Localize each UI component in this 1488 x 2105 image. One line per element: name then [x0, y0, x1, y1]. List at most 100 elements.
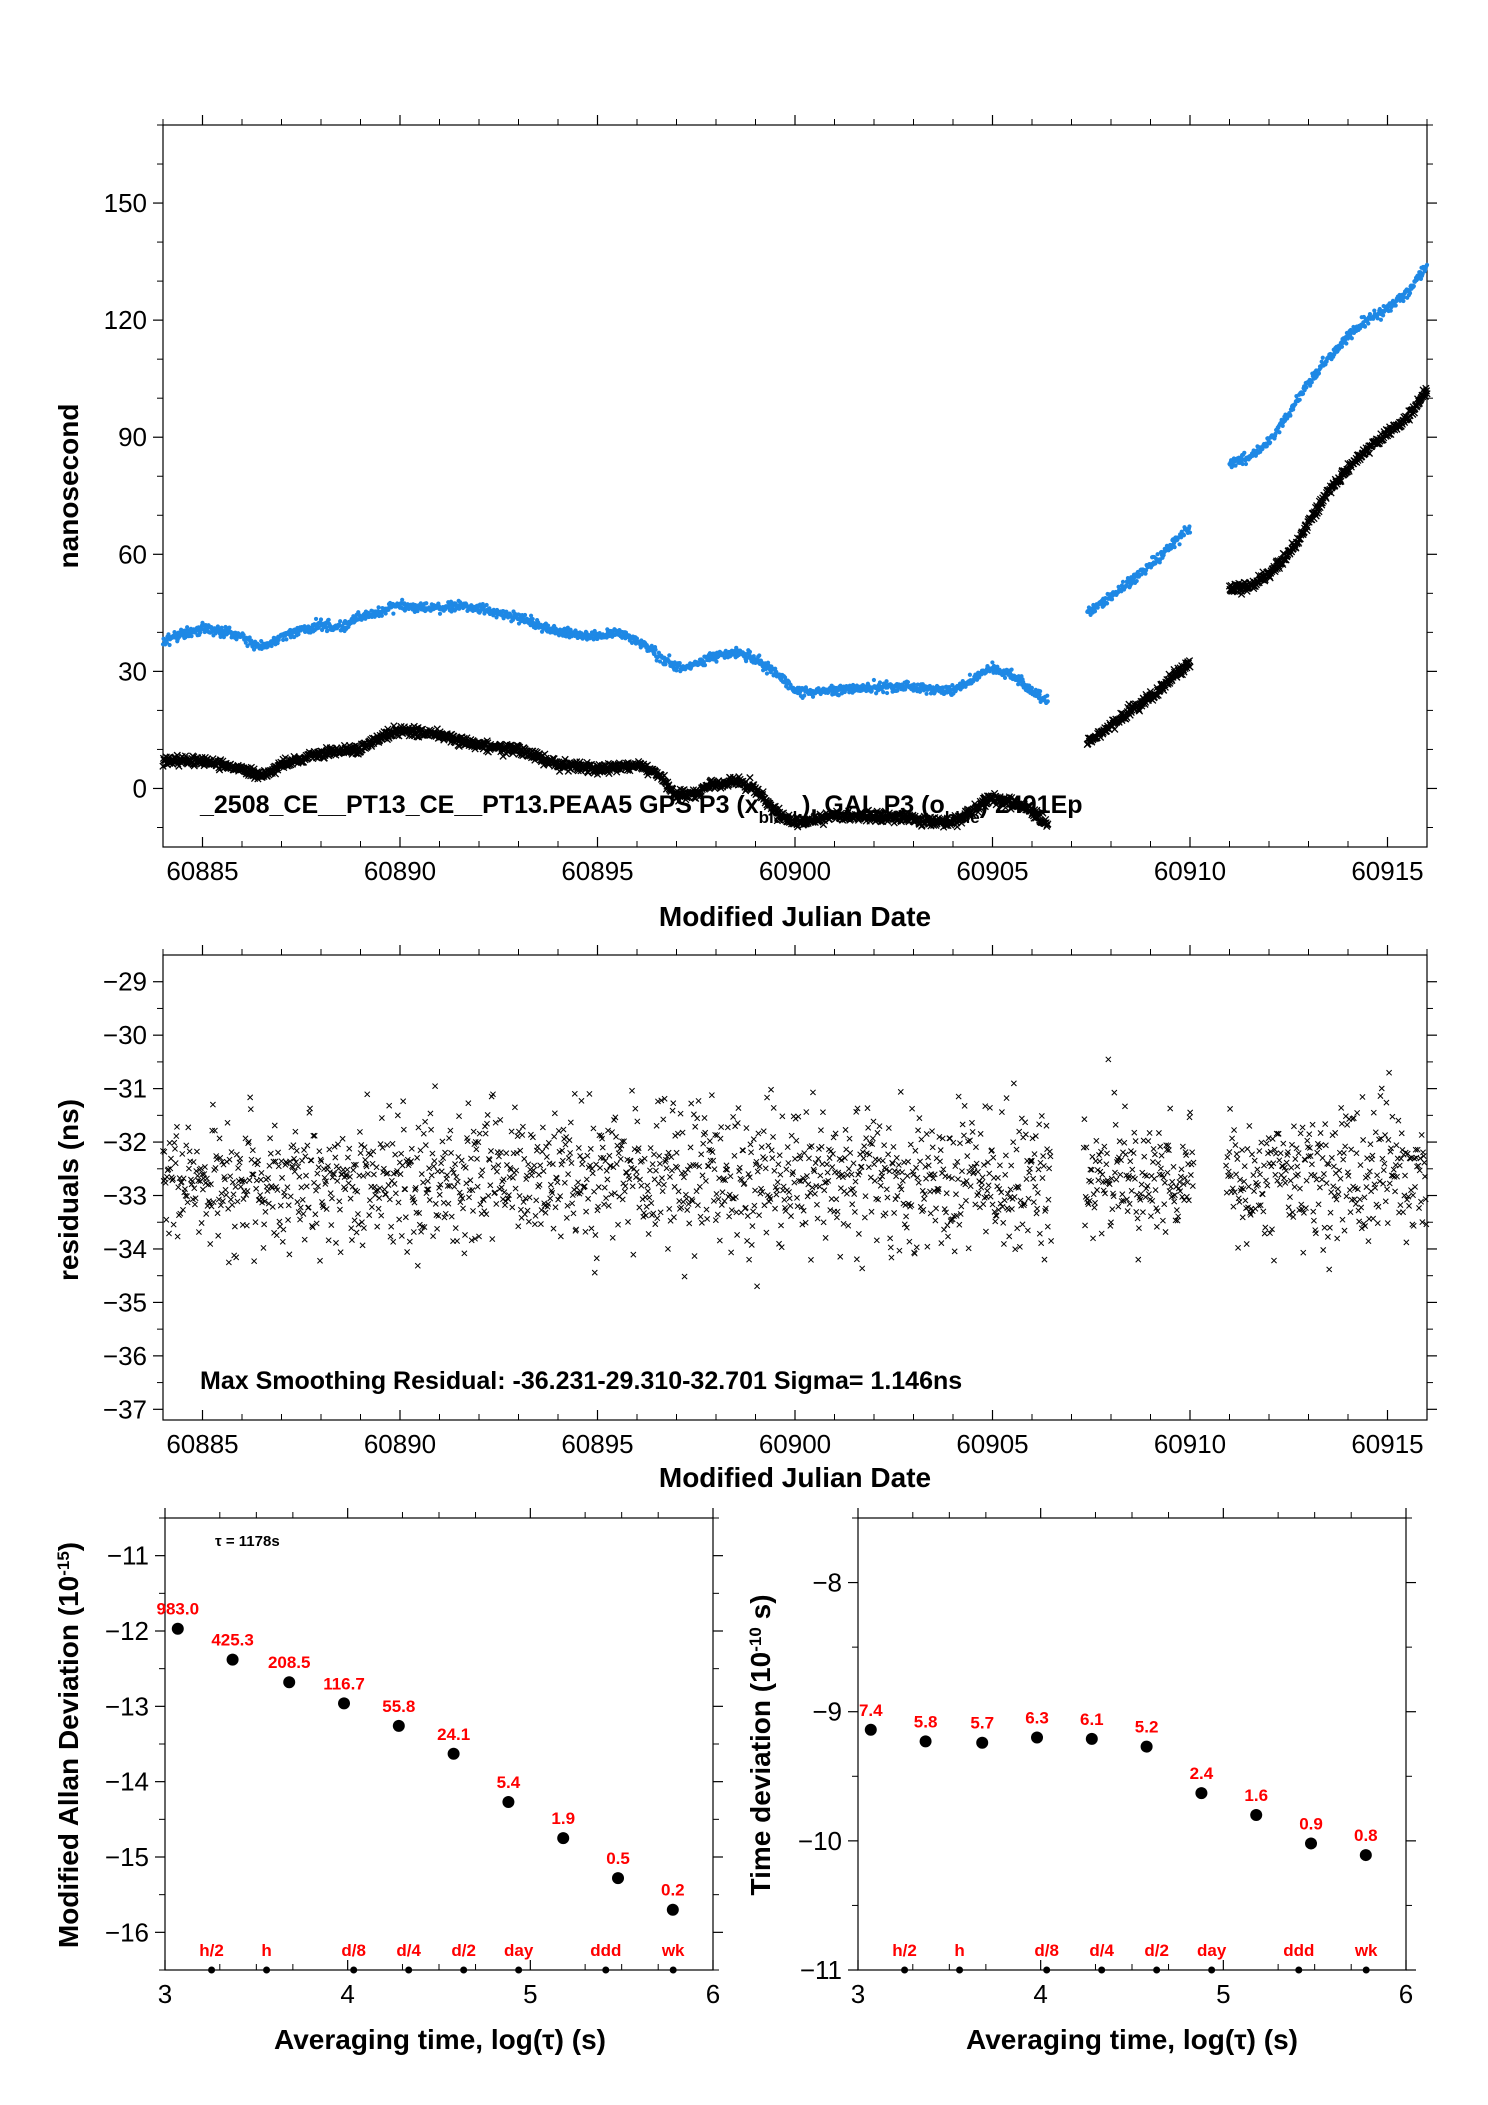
gps-point — [281, 754, 289, 762]
gal-point — [1401, 298, 1406, 304]
gal-point — [1120, 579, 1126, 584]
gal-point — [1134, 578, 1139, 584]
gal-point — [284, 637, 289, 642]
gal-point — [1243, 461, 1249, 467]
x-tick-label: 60915 — [1351, 856, 1423, 886]
gal-point — [714, 659, 719, 664]
gal-point — [522, 612, 528, 618]
y-tick-label: 30 — [118, 656, 147, 686]
y-tick-label: −29 — [103, 967, 147, 997]
y-tick-label: 0 — [133, 773, 147, 803]
gal-point — [1297, 397, 1302, 402]
y-tick-label: −32 — [103, 1127, 147, 1157]
gal-point — [326, 617, 331, 622]
gal-point — [313, 616, 319, 622]
gal-point — [1002, 675, 1008, 680]
gal-point — [1320, 355, 1325, 360]
x-tick-label: 60895 — [561, 1429, 633, 1459]
gal-point — [1316, 371, 1322, 376]
x-tick-label: 60900 — [759, 1429, 831, 1459]
gal-point — [376, 605, 381, 610]
y-axis-title: nanosecond — [53, 404, 84, 569]
gal-point — [1288, 413, 1293, 418]
gal-point — [1393, 303, 1398, 308]
gal-point — [198, 630, 203, 635]
gal-point — [1280, 423, 1285, 428]
x-tick-label: 60900 — [759, 856, 831, 886]
axis-ticks: 60885 60890 60895 60900 60905 60910 6091503060… — [104, 115, 1437, 886]
y-tick-label: −30 — [103, 1020, 147, 1050]
gal-point — [424, 601, 429, 606]
gal-point — [802, 693, 807, 698]
gps-point — [351, 742, 360, 750]
gal-point — [1029, 685, 1034, 690]
gal-point — [484, 602, 489, 608]
x-tick-label: 60890 — [364, 1429, 436, 1459]
gal-point — [967, 672, 973, 677]
x-tick-label: 60895 — [561, 856, 633, 886]
x-tick-label: 60905 — [956, 856, 1028, 886]
data-points — [159, 262, 1431, 831]
x-tick-label: 60905 — [956, 1429, 1028, 1459]
y-tick-label: −35 — [103, 1287, 147, 1317]
y-tick-label: −36 — [103, 1341, 147, 1371]
gal-point — [437, 611, 443, 616]
time-series-panel: 60885 60890 60895 60900 60905 60910 6091503060… — [53, 115, 1437, 932]
gal-point — [1038, 689, 1043, 694]
gal-point — [1045, 699, 1050, 704]
gal-point — [871, 677, 877, 683]
gal-point — [677, 661, 682, 666]
gal-point — [924, 691, 929, 696]
gal-point — [702, 663, 708, 668]
gal-point — [1242, 450, 1247, 455]
gal-point — [884, 679, 889, 684]
gal-point — [1366, 321, 1371, 326]
y-tick-label: −37 — [103, 1394, 147, 1424]
gal-point — [1177, 542, 1182, 547]
gal-point — [1104, 601, 1110, 606]
gal-point — [747, 649, 753, 654]
gal-point — [990, 660, 995, 665]
x-tick-label: 60910 — [1154, 856, 1226, 886]
gal-point — [1092, 609, 1098, 614]
gal-point — [1381, 313, 1386, 318]
gal-point — [1277, 430, 1282, 435]
gal-point — [810, 694, 816, 699]
gal-point — [1309, 380, 1314, 385]
gal-point — [667, 653, 672, 658]
gal-point — [1344, 341, 1349, 346]
gal-point — [1411, 284, 1416, 289]
gal-point — [1267, 440, 1273, 445]
y-tick-label: −31 — [103, 1074, 147, 1104]
gal-point — [881, 690, 886, 695]
y-tick-label: −33 — [103, 1181, 147, 1211]
gal-point — [1388, 308, 1393, 313]
gal-point — [318, 617, 324, 622]
x-tick-label: 60885 — [166, 1429, 238, 1459]
gal-point — [379, 613, 384, 618]
gal-point — [663, 662, 668, 667]
gal-point — [1407, 291, 1413, 296]
gal-point — [1349, 336, 1354, 341]
gal-point — [338, 619, 343, 624]
gal-point — [653, 647, 658, 652]
y-tick-label: −34 — [103, 1234, 147, 1264]
x-tick-label: 60915 — [1351, 1429, 1423, 1459]
y-tick-label: 90 — [118, 422, 147, 452]
x-tick-label: 60910 — [1154, 1429, 1226, 1459]
gps-point — [159, 762, 167, 770]
y-tick-label: 60 — [118, 539, 147, 569]
gal-point — [1045, 693, 1050, 698]
gal-point — [1378, 317, 1384, 322]
y-tick-label: 120 — [104, 305, 147, 335]
gal-point — [1109, 597, 1115, 602]
gal-point — [905, 680, 911, 685]
gal-point — [1424, 262, 1430, 267]
gal-point — [391, 611, 396, 616]
gal-point — [1304, 385, 1309, 390]
gal-point — [530, 616, 535, 622]
gal-point — [1187, 524, 1192, 529]
y-tick-label: 150 — [104, 188, 147, 218]
gal-point — [1172, 545, 1177, 550]
